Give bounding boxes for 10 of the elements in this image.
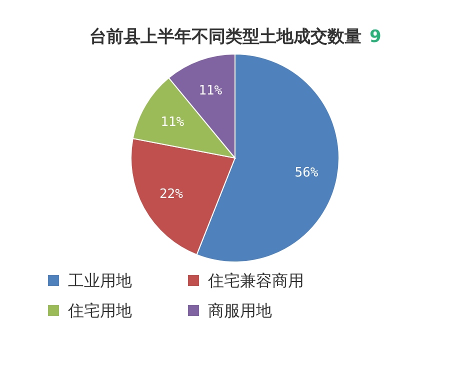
chart-title: 台前县上半年不同类型土地成交数量 [90, 27, 362, 47]
text: 9 [370, 27, 382, 47]
legend-label: 住宅用地 [67, 301, 132, 320]
data-label: 56% [294, 166, 318, 181]
legend-label: 工业用地 [68, 271, 132, 290]
data-label: 22% [159, 187, 184, 202]
data-label: 11% [198, 84, 222, 99]
legend-label: 商服用地 [208, 301, 272, 320]
legend-label: 住宅兼容商用 [207, 271, 304, 290]
data-label: 11% [160, 114, 184, 130]
